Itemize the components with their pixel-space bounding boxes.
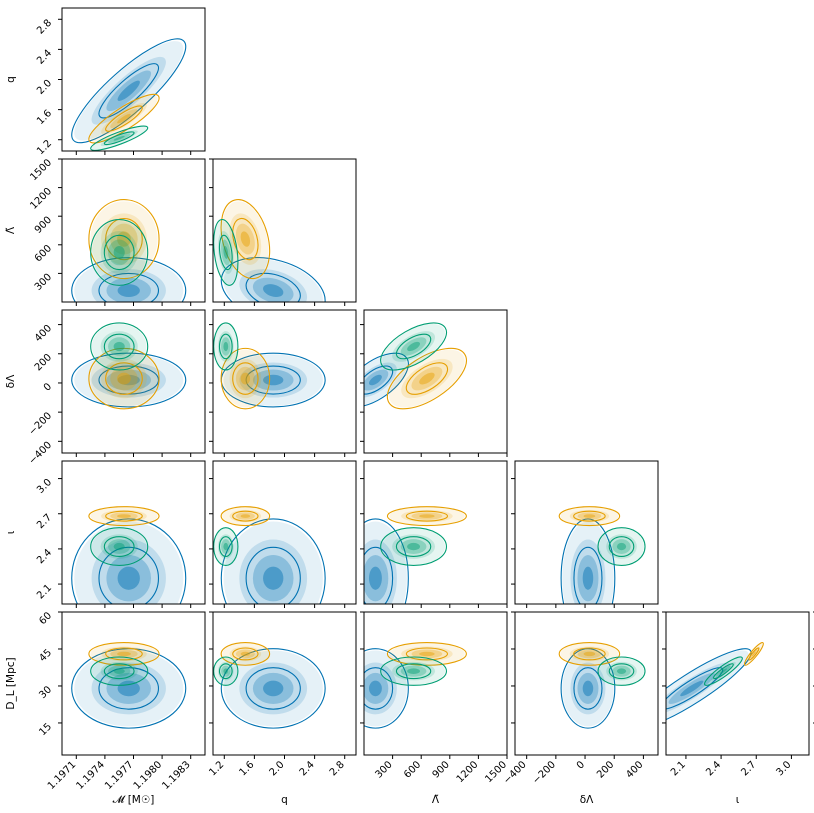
xtick-label: 2.4 [704,759,723,778]
xtick-label: 2.1 [669,759,688,778]
panel-lt-iota [360,460,508,608]
panel-mc-dl: −400 −200 0 200 400 [27,309,206,467]
xtick-label: 3.0 [775,759,794,778]
xtick-label: −400 [502,759,529,786]
xtick-label: 2.0 [268,759,287,778]
ytick-label: 2.4 [35,48,54,67]
xtick-label: 2.4 [298,759,317,778]
ytick-label: 1.2 [35,138,54,157]
y-axis-label-iota: ι [5,530,17,534]
xtick-label: 1.1980 [132,759,165,792]
ytick-label: 2.7 [35,512,54,531]
y-axis-label-lt: Λ̃ [5,226,17,234]
panel-q-dl [209,309,357,457]
ytick-label: 30 [37,684,54,701]
xtick-label: 600 [402,759,423,780]
y-axis-label-dl: δΛ [5,374,17,388]
xtick-label: 200 [595,759,616,780]
ytick-label: 900 [33,215,54,236]
ytick-label: 45 [37,647,54,664]
ytick-label: 200 [33,352,54,373]
panel-q-dL: 1.2 1.6 2.0 2.4 2.8 [207,611,357,778]
panel-dl-iota [511,460,659,608]
ytick-label: 60 [37,610,54,627]
x-axis-label-lt: Λ̃ [432,794,440,806]
x-axis-label-mc: 𝓜 [M☉] [113,794,155,806]
ytick-label: −200 [27,410,54,437]
ytick-label: 1500 [28,157,54,183]
panel-lt-dl [360,309,508,457]
panel-mc-q: 1.2 1.6 2.0 2.4 2.8 [35,7,206,157]
ytick-label: 15 [37,721,54,738]
xtick-label: 1.1971 [46,759,79,792]
xtick-label: 0 [575,759,587,771]
ytick-label: 300 [33,272,54,293]
xtick-label: 1.1974 [74,759,107,792]
xtick-label: 300 [373,759,394,780]
y-axis-label-q: q [5,76,17,83]
xtick-label: −200 [531,759,558,786]
ytick-label: 2.0 [35,78,54,97]
xtick-label: 1.1983 [160,759,193,792]
xtick-label: 900 [431,759,452,780]
xtick-label: 1.2 [207,759,226,778]
ytick-label: 600 [33,243,54,264]
xtick-label: 1.1977 [103,759,136,792]
x-axis-label-q: q [281,794,288,806]
x-axis-label-dl: δΛ [580,794,594,806]
ytick-label: −400 [27,440,54,467]
panel-iota-dL: 2.12.42.73.0 [813,611,814,724]
xtick-label: 2.8 [328,759,347,778]
panel-iota-dL: 2.1 2.4 2.7 3.0 [662,611,810,778]
ytick-label: 2.1 [35,582,54,601]
panel-mc-iota: 2.1 2.4 2.7 3.0 [35,460,206,608]
panel-q-lt [209,158,357,306]
xtick-label: 1200 [455,759,481,785]
panel-q-iota [209,460,357,608]
y-axis-label-dL: D_L [Mpc] [5,657,17,709]
ytick-label: 1.6 [35,108,54,127]
panel-lt-dL: 300 600 900 1200 1500 [360,611,509,785]
ytick-label: 400 [33,323,54,344]
panel-grid: 1.21.62.02.42.830060090012001500−400−200… [5,7,810,792]
ytick-label: 3.0 [35,477,54,496]
xtick-label: 400 [624,759,645,780]
x-axis-label-iota: ι [736,794,740,806]
panel-mc-lt: 300 600 900 1200 1500 [28,157,206,306]
panel-dl-dL: −400 −200 0 200 400 [502,611,659,787]
xtick-label: 1.6 [237,759,256,778]
ytick-label: 2.4 [35,547,54,566]
xtick-label: 2.7 [739,759,758,778]
ytick-label: 0 [42,381,54,393]
ytick-label: 1200 [28,186,54,212]
ytick-label: 2.8 [35,18,54,37]
